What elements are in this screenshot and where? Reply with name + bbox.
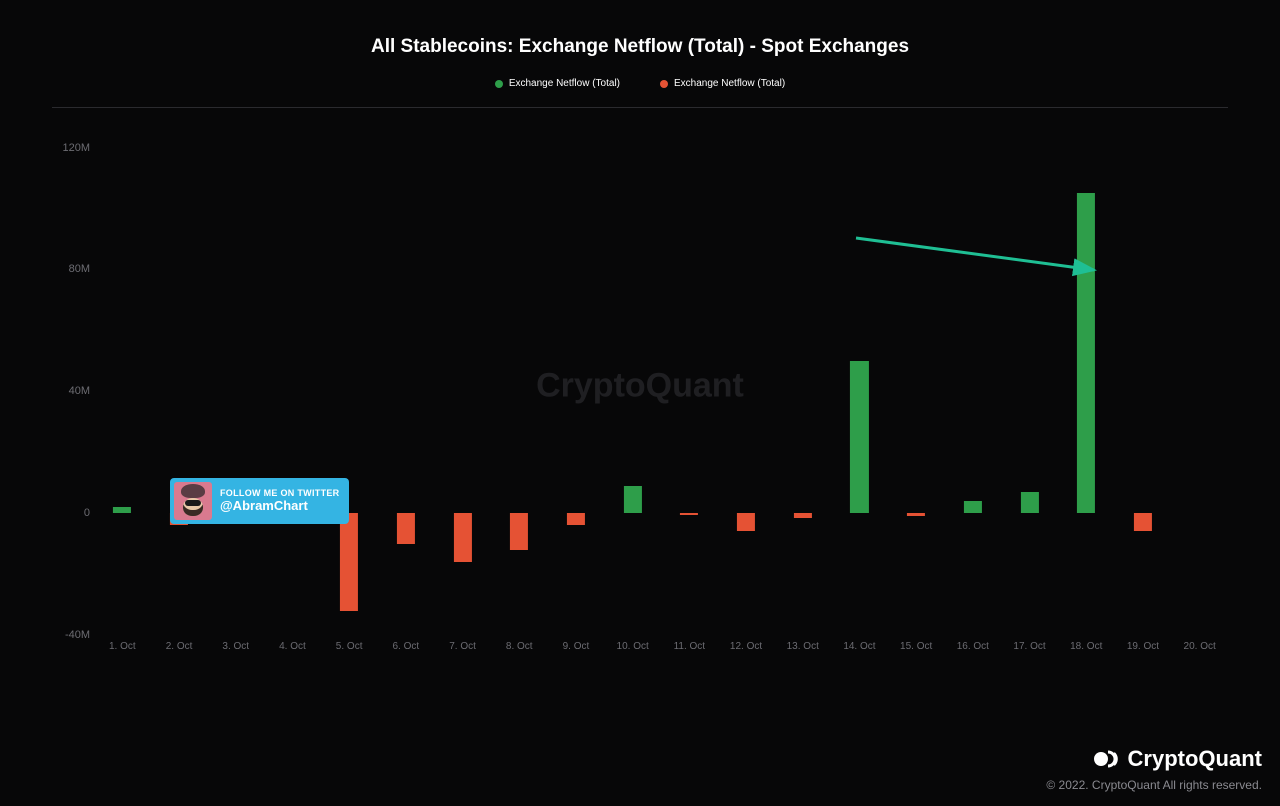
x-tick-label: 10. Oct [617,641,649,652]
bar [794,513,812,518]
bar [510,513,528,550]
chart-title: All Stablecoins: Exchange Netflow (Total… [0,0,1280,58]
x-tick-label: 3. Oct [222,641,249,652]
x-tick-label: 2. Oct [166,641,193,652]
bar [453,513,471,562]
legend-item: Exchange Netflow (Total) [660,78,785,89]
x-tick-label: 1. Oct [109,641,136,652]
x-tick-label: 20. Oct [1184,641,1216,652]
bar [850,361,868,513]
x-tick-label: 4. Oct [279,641,306,652]
footer-brand-text: CryptoQuant [1128,746,1262,772]
x-tick-label: 12. Oct [730,641,762,652]
footer-copyright: © 2022. CryptoQuant All rights reserved. [1046,778,1262,792]
x-tick-label: 7. Oct [449,641,476,652]
x-tick-label: 5. Oct [336,641,363,652]
twitter-badge[interactable]: FOLLOW ME ON TWITTER @AbramChart [170,478,349,524]
legend-swatch [495,80,503,88]
x-tick-label: 13. Oct [787,641,819,652]
bar [624,486,642,513]
x-tick-label: 8. Oct [506,641,533,652]
bar [907,513,925,516]
plot-area: 1. Oct 2. Oct 3. Oct 4. Oct 5. Oct 6. Oct 7. O… [52,108,1228,663]
x-tick-label: 19. Oct [1127,641,1159,652]
bar [1077,193,1095,513]
badge-line2: @AbramChart [220,499,339,513]
legend-label: Exchange Netflow (Total) [509,78,620,89]
x-tick-label: 18. Oct [1070,641,1102,652]
bar [1134,513,1152,531]
x-tick-label: 17. Oct [1013,641,1045,652]
bar [680,513,698,515]
y-tick-label: 120M [62,142,90,154]
x-tick-label: 9. Oct [563,641,590,652]
x-tick-label: 15. Oct [900,641,932,652]
brand-logo-icon [1094,748,1120,770]
bar [737,513,755,531]
footer-brand: CryptoQuant [1046,746,1262,772]
legend-label: Exchange Netflow (Total) [674,78,785,89]
bar [397,513,415,543]
avatar-icon [174,482,212,520]
x-tick-label: 14. Oct [843,641,875,652]
y-tick-label: 80M [69,263,90,275]
legend-swatch [660,80,668,88]
y-tick-label: 40M [69,385,90,397]
bar [1020,492,1038,513]
y-tick-label: -40M [65,629,90,641]
x-tick-label: 11. Oct [674,641,706,652]
legend: Exchange Netflow (Total) Exchange Netflow… [0,78,1280,89]
legend-item: Exchange Netflow (Total) [495,78,620,89]
bar [113,507,131,513]
y-tick-label: 0 [84,507,90,519]
bar [567,513,585,525]
bar [340,513,358,610]
footer: CryptoQuant © 2022. CryptoQuant All righ… [1046,746,1262,792]
bar [964,501,982,513]
x-tick-label: 6. Oct [393,641,420,652]
x-tick-label: 16. Oct [957,641,989,652]
